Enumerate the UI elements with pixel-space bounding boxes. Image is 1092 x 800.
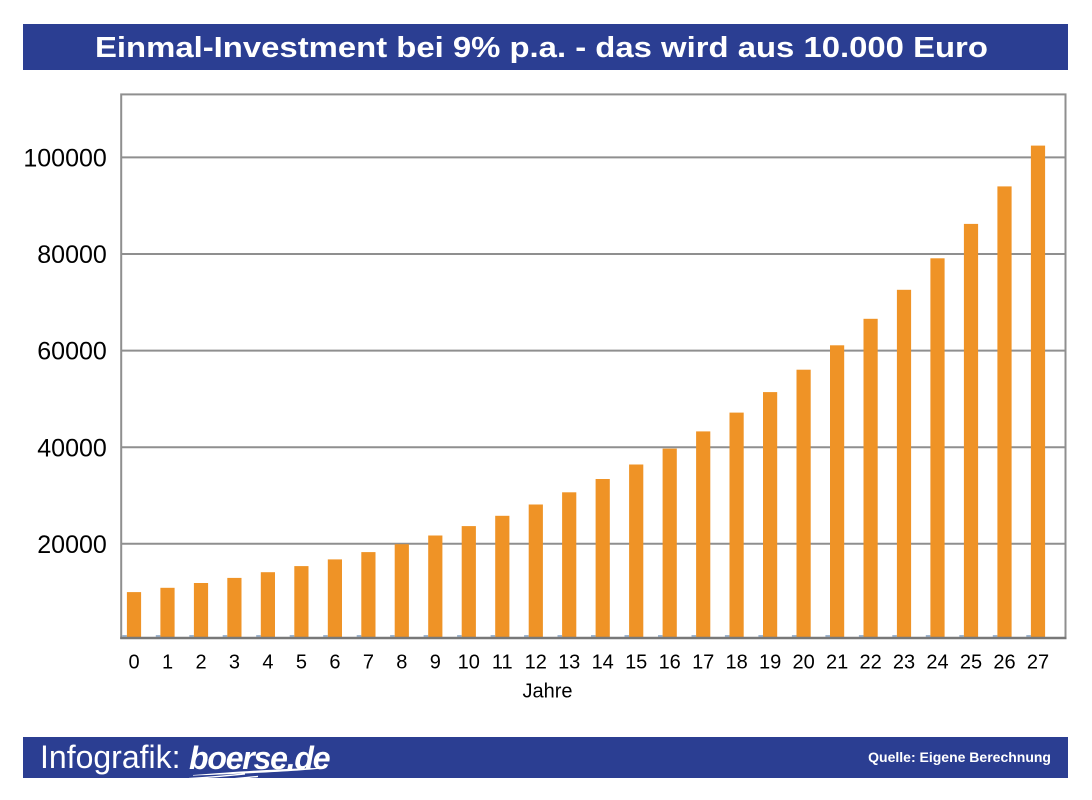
svg-text:24: 24	[926, 652, 948, 674]
svg-text:20000: 20000	[37, 531, 107, 559]
svg-text:3: 3	[229, 652, 240, 674]
svg-text:21: 21	[826, 652, 848, 674]
svg-text:1: 1	[162, 652, 173, 674]
svg-text:Jahre: Jahre	[522, 681, 572, 703]
svg-text:25: 25	[960, 652, 982, 674]
svg-text:6: 6	[329, 652, 340, 674]
svg-text:4: 4	[262, 652, 273, 674]
svg-text:12: 12	[525, 652, 547, 674]
svg-text:40000: 40000	[37, 434, 107, 462]
svg-text:13: 13	[558, 652, 580, 674]
svg-text:60000: 60000	[37, 338, 107, 366]
svg-text:19: 19	[759, 652, 781, 674]
svg-text:14: 14	[592, 652, 614, 674]
svg-text:100000: 100000	[23, 145, 106, 173]
svg-text:17: 17	[692, 652, 714, 674]
svg-text:23: 23	[893, 652, 915, 674]
svg-text:26: 26	[993, 652, 1015, 674]
svg-text:16: 16	[659, 652, 681, 674]
svg-text:15: 15	[625, 652, 647, 674]
svg-text:5: 5	[296, 652, 307, 674]
svg-text:9: 9	[430, 652, 441, 674]
svg-text:8: 8	[396, 652, 407, 674]
svg-text:22: 22	[859, 652, 881, 674]
svg-text:80000: 80000	[37, 241, 107, 269]
svg-text:10: 10	[458, 652, 480, 674]
svg-text:11: 11	[492, 652, 513, 674]
svg-text:2: 2	[195, 652, 206, 674]
svg-text:18: 18	[725, 652, 747, 674]
svg-text:0: 0	[128, 652, 139, 674]
svg-text:20: 20	[792, 652, 814, 674]
svg-text:27: 27	[1027, 652, 1049, 674]
svg-text:7: 7	[363, 652, 374, 674]
